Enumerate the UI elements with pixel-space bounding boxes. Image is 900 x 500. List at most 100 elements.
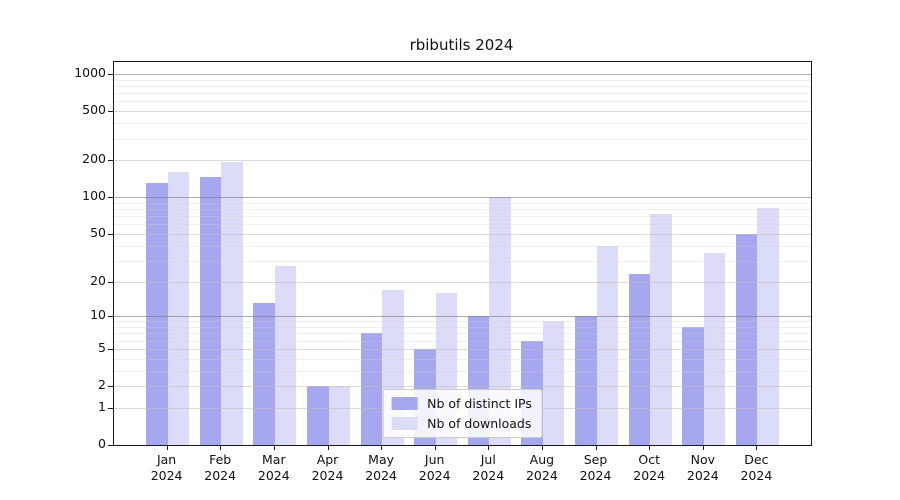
year-label: 2024 bbox=[418, 468, 451, 483]
x-axis-tick-label: Jul 2024 bbox=[456, 452, 520, 484]
y-axis-tick bbox=[108, 74, 113, 75]
legend-swatch bbox=[391, 417, 418, 430]
x-axis-tick bbox=[327, 445, 329, 450]
bar-downloads-feb bbox=[221, 162, 243, 445]
x-axis-tick-label: Aug 2024 bbox=[510, 452, 574, 484]
major-gridline bbox=[114, 160, 811, 162]
x-axis-tick bbox=[220, 445, 222, 450]
minor-gridline bbox=[114, 123, 811, 125]
y-axis-tick-label: 100 bbox=[82, 188, 106, 204]
month-label: Jul bbox=[480, 452, 496, 467]
y-axis-tick bbox=[108, 160, 113, 162]
bar-distinct-ips-feb bbox=[199, 176, 222, 445]
x-axis-tick-label: Jan 2024 bbox=[135, 452, 199, 484]
x-axis-tick bbox=[756, 445, 758, 450]
x-axis-tick bbox=[649, 445, 651, 450]
year-label: 2024 bbox=[311, 468, 344, 483]
bar-downloads-apr bbox=[328, 386, 350, 445]
legend-label: Nb of downloads bbox=[427, 416, 532, 431]
legend-entry: Nb of downloads bbox=[391, 416, 532, 431]
year-label: 2024 bbox=[686, 468, 719, 483]
year-label: 2024 bbox=[150, 468, 183, 483]
bar-distinct-ips-may bbox=[360, 333, 383, 445]
y-axis-tick-label: 20 bbox=[90, 272, 106, 288]
y-axis-tick bbox=[108, 197, 113, 199]
x-axis-tick-label: May 2024 bbox=[349, 452, 413, 484]
y-axis-tick-label: 2 bbox=[98, 377, 106, 392]
bar-downloads-mar bbox=[274, 266, 297, 445]
month-label: Sep bbox=[583, 452, 608, 467]
month-label: Oct bbox=[638, 452, 660, 467]
chart-title: rbibutils 2024 bbox=[409, 36, 514, 54]
y-axis-tick bbox=[108, 445, 113, 446]
x-axis-tick-label: Oct 2024 bbox=[617, 452, 681, 484]
y-axis-tick-label: 5 bbox=[98, 339, 106, 355]
y-axis-tick bbox=[108, 233, 113, 235]
year-label: 2024 bbox=[204, 468, 237, 483]
y-axis-tick-label: 1 bbox=[98, 398, 106, 414]
year-label: 2024 bbox=[633, 468, 666, 483]
x-axis-tick-label: Jun 2024 bbox=[403, 452, 467, 484]
month-label: Aug bbox=[529, 452, 555, 467]
x-axis-tick bbox=[595, 445, 597, 450]
y-axis-tick-label: 200 bbox=[82, 151, 106, 167]
month-label: Mar bbox=[262, 452, 286, 467]
x-axis-tick-label: Sep 2024 bbox=[564, 452, 628, 484]
y-axis-tick-label: 0 bbox=[98, 436, 106, 451]
y-axis-tick bbox=[108, 348, 113, 350]
month-label: Feb bbox=[209, 452, 232, 467]
bar-downloads-jul bbox=[489, 197, 511, 445]
plot-area: Nb of distinct IPs Nb of downloads bbox=[108, 61, 812, 446]
bar-downloads-nov bbox=[703, 252, 726, 445]
y-axis-tick-label: 500 bbox=[82, 102, 106, 118]
year-label: 2024 bbox=[365, 468, 397, 483]
y-axis-tick bbox=[108, 386, 113, 387]
x-axis-tick bbox=[434, 445, 436, 450]
y-axis-tick bbox=[108, 316, 113, 318]
bar-distinct-ips-sep bbox=[575, 316, 597, 445]
x-axis-tick bbox=[166, 445, 168, 450]
bar-downloads-sep bbox=[596, 245, 618, 445]
y-axis-tick-label: 1000 bbox=[74, 65, 106, 80]
x-axis-tick bbox=[702, 445, 704, 450]
bar-downloads-dec bbox=[757, 207, 779, 445]
legend-label: Nb of distinct IPs bbox=[427, 396, 532, 411]
bar-downloads-oct bbox=[650, 213, 672, 445]
minor-gridline bbox=[114, 79, 811, 81]
y-axis-tick-label: 10 bbox=[90, 307, 106, 323]
minor-gridline bbox=[114, 93, 811, 95]
bar-distinct-ips-apr bbox=[307, 386, 329, 445]
legend-swatch bbox=[391, 397, 418, 410]
bar-distinct-ips-jan bbox=[146, 183, 168, 445]
month-label: Dec bbox=[744, 452, 769, 467]
x-axis-tick-label: Dec 2024 bbox=[724, 452, 788, 484]
bar-distinct-ips-oct bbox=[628, 274, 651, 445]
x-axis-tick-label: Nov 2024 bbox=[671, 452, 735, 484]
minor-gridline bbox=[114, 138, 811, 140]
y-axis-tick bbox=[108, 281, 113, 283]
chart-legend: Nb of distinct IPs Nb of downloads bbox=[382, 389, 543, 438]
y-axis-tick bbox=[108, 111, 113, 113]
month-label: Jun bbox=[424, 452, 445, 467]
bar-downloads-jan bbox=[167, 172, 190, 445]
year-label: 2024 bbox=[525, 468, 558, 483]
bar-distinct-ips-nov bbox=[682, 327, 704, 445]
x-axis-tick bbox=[541, 445, 543, 450]
bar-downloads-aug bbox=[542, 321, 565, 445]
x-axis-tick-label: Apr 2024 bbox=[296, 452, 360, 484]
month-label: May bbox=[368, 452, 395, 467]
x-axis-tick-label: Mar 2024 bbox=[242, 452, 306, 484]
major-gridline bbox=[114, 111, 811, 113]
minor-gridline bbox=[114, 86, 811, 87]
minor-gridline bbox=[114, 101, 811, 103]
month-label: Nov bbox=[690, 452, 715, 467]
month-label: Apr bbox=[316, 452, 339, 467]
y-axis-tick bbox=[108, 407, 113, 409]
x-axis-tick bbox=[273, 445, 275, 450]
x-axis-tick bbox=[381, 445, 383, 450]
month-label: Jan bbox=[156, 452, 177, 467]
bar-distinct-ips-mar bbox=[253, 303, 275, 445]
year-label: 2024 bbox=[740, 468, 773, 483]
year-label: 2024 bbox=[472, 468, 505, 483]
